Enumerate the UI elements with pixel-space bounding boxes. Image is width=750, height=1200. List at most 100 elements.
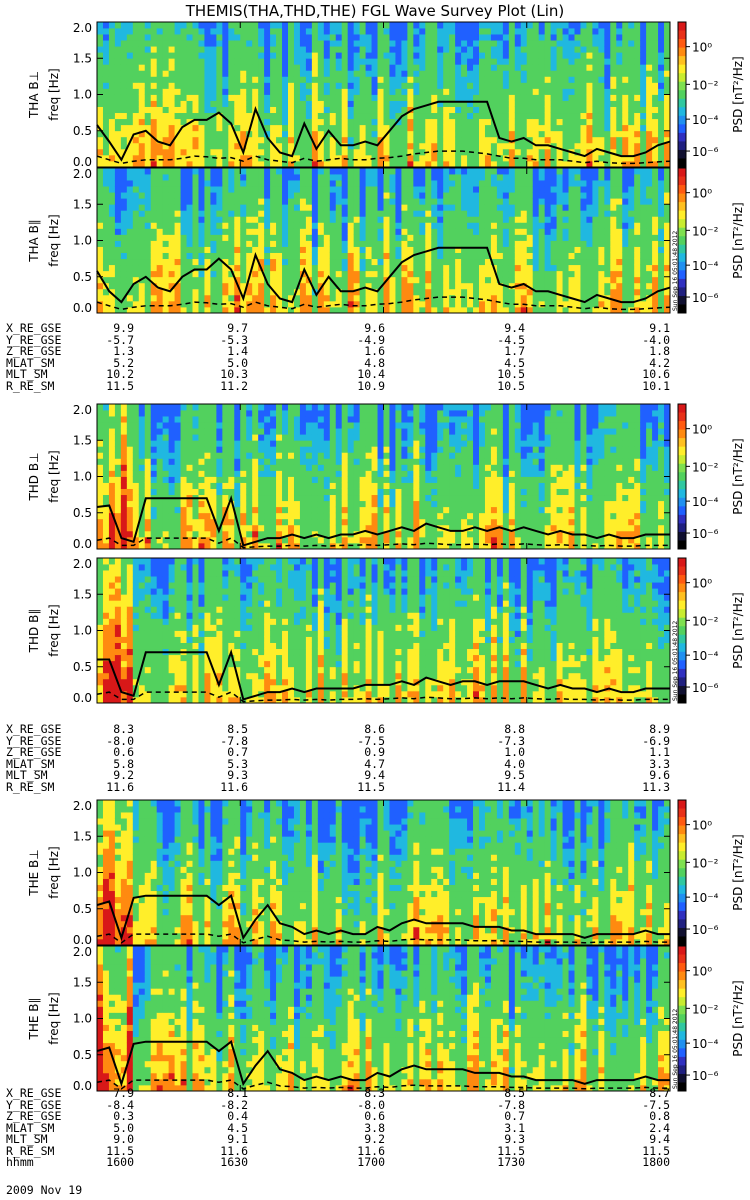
colorbar-label: PSD [nT²/Hz] — [731, 56, 745, 132]
colorbar-label: PSD [nT²/Hz] — [731, 592, 745, 668]
y-tick-label: 1.5 — [73, 197, 92, 211]
ephemeris-value: -8.0 — [106, 733, 134, 748]
y-tick-label: 1.0 — [73, 866, 92, 880]
ephemeris-value: 8.1 — [227, 1086, 248, 1100]
dashed-trace — [96, 150, 671, 165]
ephemeris-row-label: MLT_SM — [6, 1132, 48, 1146]
y-tick-label: 0.5 — [73, 124, 92, 138]
heatmap-cells — [97, 946, 671, 1092]
ephemeris-value: 1.4 — [227, 344, 248, 358]
ephemeris-value: 0.8 — [649, 1109, 670, 1123]
ephemeris-value: 8.6 — [364, 722, 385, 736]
ephemeris-value: 0.6 — [113, 745, 134, 759]
ephemeris-row-label: R_RE_SM — [6, 378, 55, 393]
y-tick-label: 0.0 — [73, 691, 92, 705]
date-label: 2009 Nov 19 — [6, 1183, 83, 1197]
ephemeris-value: 5.2 — [113, 355, 134, 370]
ephemeris-value: -7.8 — [220, 733, 248, 748]
solid-trace — [96, 494, 670, 547]
ephemeris-value: 4.7 — [364, 756, 385, 771]
ephemeris-value: 1.6 — [364, 344, 385, 358]
ephemeris-row-label: X_RE_GSE — [6, 321, 62, 335]
y-tick-label: 0.5 — [73, 902, 92, 916]
colorbar-tick-label: 10⁰ — [692, 41, 712, 55]
ephemeris-value: 8.8 — [504, 722, 525, 736]
ephemeris-value: 7.9 — [113, 1086, 134, 1100]
ephemeris-value: 3.8 — [364, 1120, 385, 1135]
ephemeris-value: 11.5 — [357, 779, 385, 794]
y-tick-label: 0.0 — [73, 537, 92, 551]
ephemeris-value: 10.5 — [497, 378, 525, 393]
ephemeris-value: 11.5 — [642, 1143, 670, 1158]
ephemeris-value: 0.4 — [227, 1109, 248, 1123]
ephemeris-value: -5.7 — [106, 332, 134, 347]
y-tick-label: 1.0 — [73, 624, 92, 638]
ephemeris-value: -7.5 — [642, 1097, 670, 1112]
y-tick-label: 2.0 — [73, 945, 92, 959]
ephemeris-row-label: R_RE_SM — [6, 779, 55, 794]
ephemeris-value: 8.3 — [113, 722, 134, 736]
ephemeris-row-label: MLAT_SM — [6, 355, 55, 370]
ephemeris-value: 11.6 — [106, 779, 134, 794]
ephemeris-value: 1.7 — [504, 344, 525, 358]
heatmap-cells — [97, 22, 671, 168]
ephemeris-value: 8.7 — [649, 1086, 670, 1100]
colorbar-tick-label: 10⁻² — [692, 1002, 719, 1016]
colorbar-tick-label: 10⁰ — [692, 187, 712, 201]
ephemeris-value: 9.9 — [113, 321, 134, 335]
y-tick-label: 0.0 — [73, 155, 92, 169]
ephemeris-value: 10.6 — [642, 367, 670, 381]
colorbar: 10⁰ 10⁻² 10⁻⁴ 10⁻⁶ PSD [nT²/Hz] — [677, 945, 745, 1092]
colorbar-tick-label: 10⁻⁶ — [692, 1069, 719, 1083]
colorbar-tick-label: 10⁰ — [692, 965, 712, 979]
colorbar: 10⁰ 10⁻² 10⁻⁴ 10⁻⁶ PSD [nT²/Hz] — [677, 21, 745, 168]
ephemeris-row-label: Y_RE_GSE — [6, 332, 62, 347]
y-tick-label: 0.5 — [73, 506, 92, 520]
ephemeris-value: -8.0 — [357, 1097, 385, 1112]
ephemeris-row-label: X_RE_GSE — [6, 1086, 62, 1100]
ephemeris-value: 0.7 — [504, 1109, 525, 1123]
ephemeris-value: 11.3 — [642, 779, 670, 794]
ephemeris-value: 1700 — [357, 1155, 385, 1169]
ephemeris-value: -5.3 — [220, 332, 248, 347]
colorbar-tick-label: 10⁻² — [692, 78, 719, 92]
colorbar-tick-label: 10⁻⁴ — [692, 649, 719, 663]
ephemeris-row-label: MLT_SM — [6, 367, 48, 381]
ephemeris-value: 9.3 — [227, 768, 248, 782]
spectrogram-panel-5: 0.0 0.5 1.0 1.5 2.0 THE B⊥ freq [Hz] 10⁰ 10⁻² 10⁻… — [27, 799, 745, 947]
ephemeris-value: -7.5 — [357, 733, 385, 748]
ephemeris-value: 11.5 — [497, 1143, 525, 1158]
ephemeris-value: 5.0 — [113, 1120, 134, 1135]
heatmap-cells — [97, 800, 671, 946]
solid-trace — [96, 1040, 670, 1088]
ephemeris-value: 11.5 — [106, 1143, 134, 1158]
ephemeris-value: 1600 — [106, 1155, 134, 1169]
colorbar-tick-label: 10⁻² — [692, 856, 719, 870]
ephemeris-value: 0.7 — [227, 745, 248, 759]
ephemeris-value: 1630 — [220, 1155, 248, 1169]
ephemeris-value: 9.4 — [504, 321, 525, 335]
ephemeris-value: -8.4 — [106, 1097, 134, 1112]
timestamp-stamp: Sun Sep 16 05:01:48 2012 — [672, 1008, 679, 1089]
ephemeris-value: 9.6 — [649, 768, 670, 782]
solid-trace — [96, 246, 671, 304]
ephemeris-value: 10.9 — [357, 378, 385, 393]
ephemeris-value: -7.8 — [497, 1097, 525, 1112]
y-axis-label: THA B⊥ freq [Hz] — [27, 68, 61, 120]
ephemeris-row-label: hhmm — [6, 1155, 34, 1169]
ephemeris-value: 11.6 — [220, 1143, 248, 1158]
ephemeris-value: 1.3 — [113, 344, 134, 358]
ephemeris-value: 0.6 — [364, 1109, 385, 1123]
ephemeris-value: 2.4 — [649, 1120, 670, 1135]
timestamp-stamp: Sun Sep 16 05:01:48 2012 — [672, 230, 679, 311]
ephemeris-value: 10.2 — [106, 367, 134, 381]
y-tick-label: 2.0 — [73, 21, 92, 35]
colorbar: 10⁰ 10⁻² 10⁻⁴ 10⁻⁶ PSD [nT²/Hz] — [677, 403, 745, 550]
ephemeris-value: 11.2 — [220, 378, 248, 393]
ephemeris-value: 4.5 — [227, 1120, 248, 1135]
dashed-trace — [96, 296, 671, 311]
ephemeris-value: -6.9 — [642, 733, 670, 748]
colorbar-tick-label: 10⁻⁴ — [692, 113, 719, 127]
ephemeris-value: 0.3 — [113, 1109, 134, 1123]
ephemeris-value: 8.3 — [364, 1086, 385, 1100]
